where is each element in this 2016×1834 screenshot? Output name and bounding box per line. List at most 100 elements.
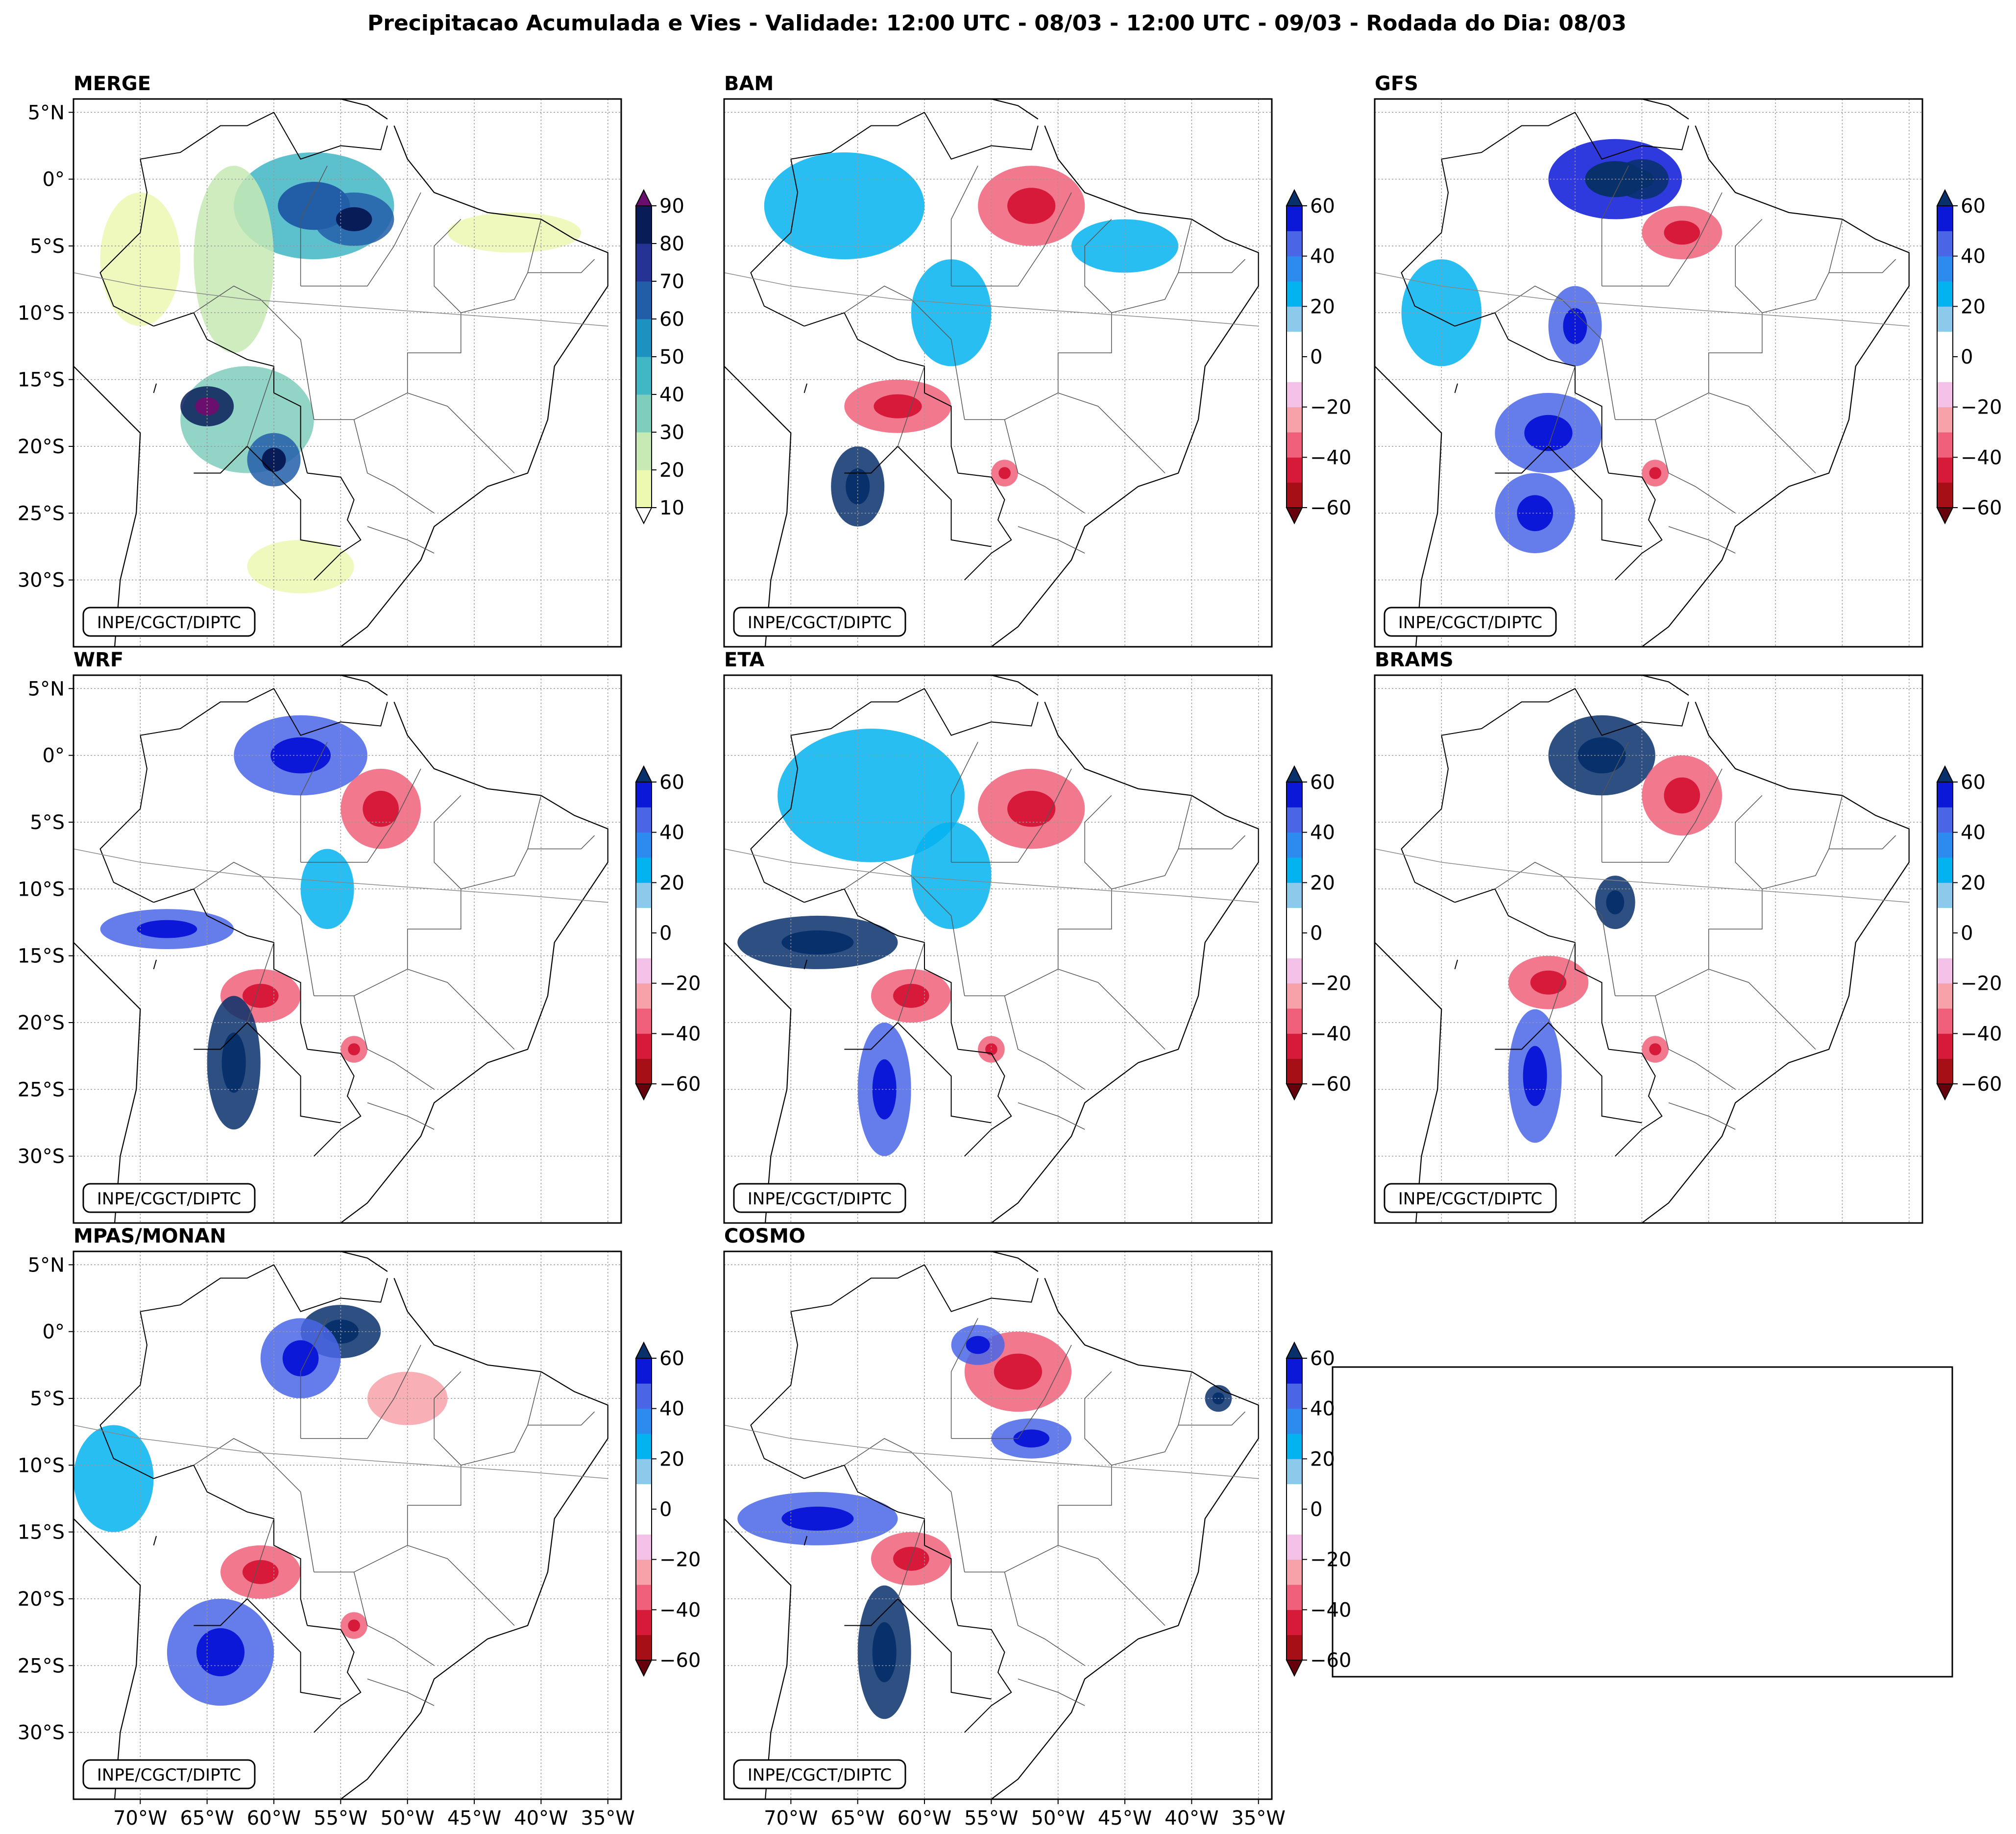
colorbar-segment [1937, 206, 1953, 231]
country-border [99, 735, 154, 903]
state-border [407, 1545, 515, 1626]
country-border [194, 1022, 248, 1050]
colorbar-segment [1287, 457, 1302, 483]
coastline [988, 99, 1039, 120]
colorbar-tick-label: 80 [659, 233, 684, 255]
map-area [1375, 99, 1922, 647]
colorbar-segment [1937, 306, 1953, 332]
colorbar-extend-low [635, 507, 653, 525]
y-tick-label: 0° [43, 1321, 65, 1344]
reference-line [724, 848, 1259, 903]
coastline [340, 1278, 608, 1799]
state-border [1084, 219, 1112, 313]
state-border [950, 1318, 978, 1439]
field-core [872, 1622, 897, 1683]
state-border [1829, 259, 1896, 273]
country-border [1441, 111, 1689, 160]
country-border [246, 1598, 341, 1700]
coastline [73, 1517, 141, 1799]
colorbar-tick-label: −60 [1961, 1073, 2002, 1096]
state-border [951, 768, 1072, 863]
reference-line [73, 848, 608, 903]
coastline [724, 1517, 792, 1799]
colorbar-tick-label: 90 [659, 195, 684, 218]
country-border [958, 1625, 1012, 1733]
state-border [1654, 419, 1736, 514]
field-region [447, 212, 582, 253]
coastline [988, 675, 1039, 696]
colorbar-tick-label: 20 [1310, 295, 1335, 318]
colorbar-segment [636, 1459, 652, 1485]
coastline [340, 125, 608, 647]
colorbar-segment [1937, 357, 1953, 382]
y-tick-label: 5°N [28, 1254, 65, 1276]
country-border [844, 446, 899, 474]
colorbar-tick-label: 0 [659, 922, 672, 945]
colorbar-tick-label: 40 [659, 384, 684, 406]
country-border [1608, 472, 1663, 581]
colorbar-segment [636, 1635, 652, 1661]
colorbar-tick-label: −40 [1310, 1023, 1351, 1045]
map-area [73, 1251, 621, 1799]
colorbar-tick-label: 40 [1961, 245, 1986, 268]
x-tick-label: 60°W [898, 1807, 951, 1830]
colorbar-segment [1287, 331, 1302, 357]
state-border [950, 741, 978, 862]
y-tick-label: 30°S [18, 1722, 65, 1744]
state-border [300, 1345, 421, 1439]
country-border [1495, 1022, 1549, 1050]
state-border [1601, 741, 1629, 862]
map-area [724, 99, 1272, 647]
x-tick-label: 50°W [380, 1807, 434, 1830]
bias-colorbar: 60 40 20 0 −20 −40 −60 [1286, 1341, 1351, 1677]
colorbar-segment [636, 983, 652, 1009]
colorbar-tick-label: 60 [659, 1347, 684, 1370]
y-tick-label: 25°S [18, 502, 65, 525]
x-tick-label: 45°W [1098, 1807, 1152, 1830]
field-core [966, 1336, 990, 1354]
field-core [196, 1628, 245, 1677]
lake [803, 383, 808, 393]
colorbar-segment [636, 394, 652, 433]
state-border [246, 942, 274, 1023]
colorbar-segment [1937, 1033, 1953, 1059]
colorbar-segment [636, 1033, 652, 1059]
bias-colorbar: 60 40 20 0 −20 −40 −60 [1286, 765, 1351, 1101]
field-core [1664, 220, 1700, 245]
coastline [1375, 365, 1442, 647]
colorbar-tick-label: 40 [659, 1398, 684, 1420]
state-border [367, 1102, 435, 1130]
colorbar-segment [636, 319, 652, 357]
y-tick-label: 25°S [18, 1078, 65, 1101]
field-core [221, 1032, 246, 1093]
reference-line [724, 272, 1259, 327]
state-border [1111, 1371, 1192, 1466]
colorbar-segment [636, 1534, 652, 1560]
country-border [194, 446, 248, 474]
colorbar-tick-label: 20 [659, 872, 684, 894]
colorbar-tick-label: 0 [1961, 346, 1973, 368]
colorbar-tick-label: 0 [1961, 922, 1973, 945]
colorbar-tick-label: −60 [659, 1073, 701, 1096]
colorbar-segment [1287, 281, 1302, 307]
state-border [300, 165, 328, 286]
panel-title: COSMO [724, 1225, 805, 1247]
colorbar-tick-label: −40 [659, 1023, 701, 1045]
colorbar-tick-label: 0 [659, 1498, 672, 1521]
country-border [140, 111, 388, 160]
lake [153, 959, 157, 970]
colorbar-extend-high [1286, 1341, 1303, 1359]
x-tick-label: 55°W [314, 1807, 367, 1830]
colorbar-segment [1287, 1635, 1302, 1661]
state-border [1018, 1678, 1085, 1706]
country-border [844, 1022, 899, 1050]
panel-merge: MERGE INPE/CGCT/DIPTC 5°N 0° 5°S 10°S 15°S 20°S… [18, 73, 684, 648]
state-border [353, 419, 435, 514]
map-area [724, 1251, 1272, 1799]
panel-mpas-monan: MPAS/MONAN INPE/CGCT/DIPTC 5°N 0° 5°S 10°S 15°… [18, 1225, 701, 1830]
axes-frame [73, 1250, 622, 1800]
colorbar-segment [636, 1509, 652, 1535]
state-border [367, 526, 435, 554]
colorbar-extend-low [1936, 1083, 1954, 1101]
state-border [1602, 192, 1723, 287]
